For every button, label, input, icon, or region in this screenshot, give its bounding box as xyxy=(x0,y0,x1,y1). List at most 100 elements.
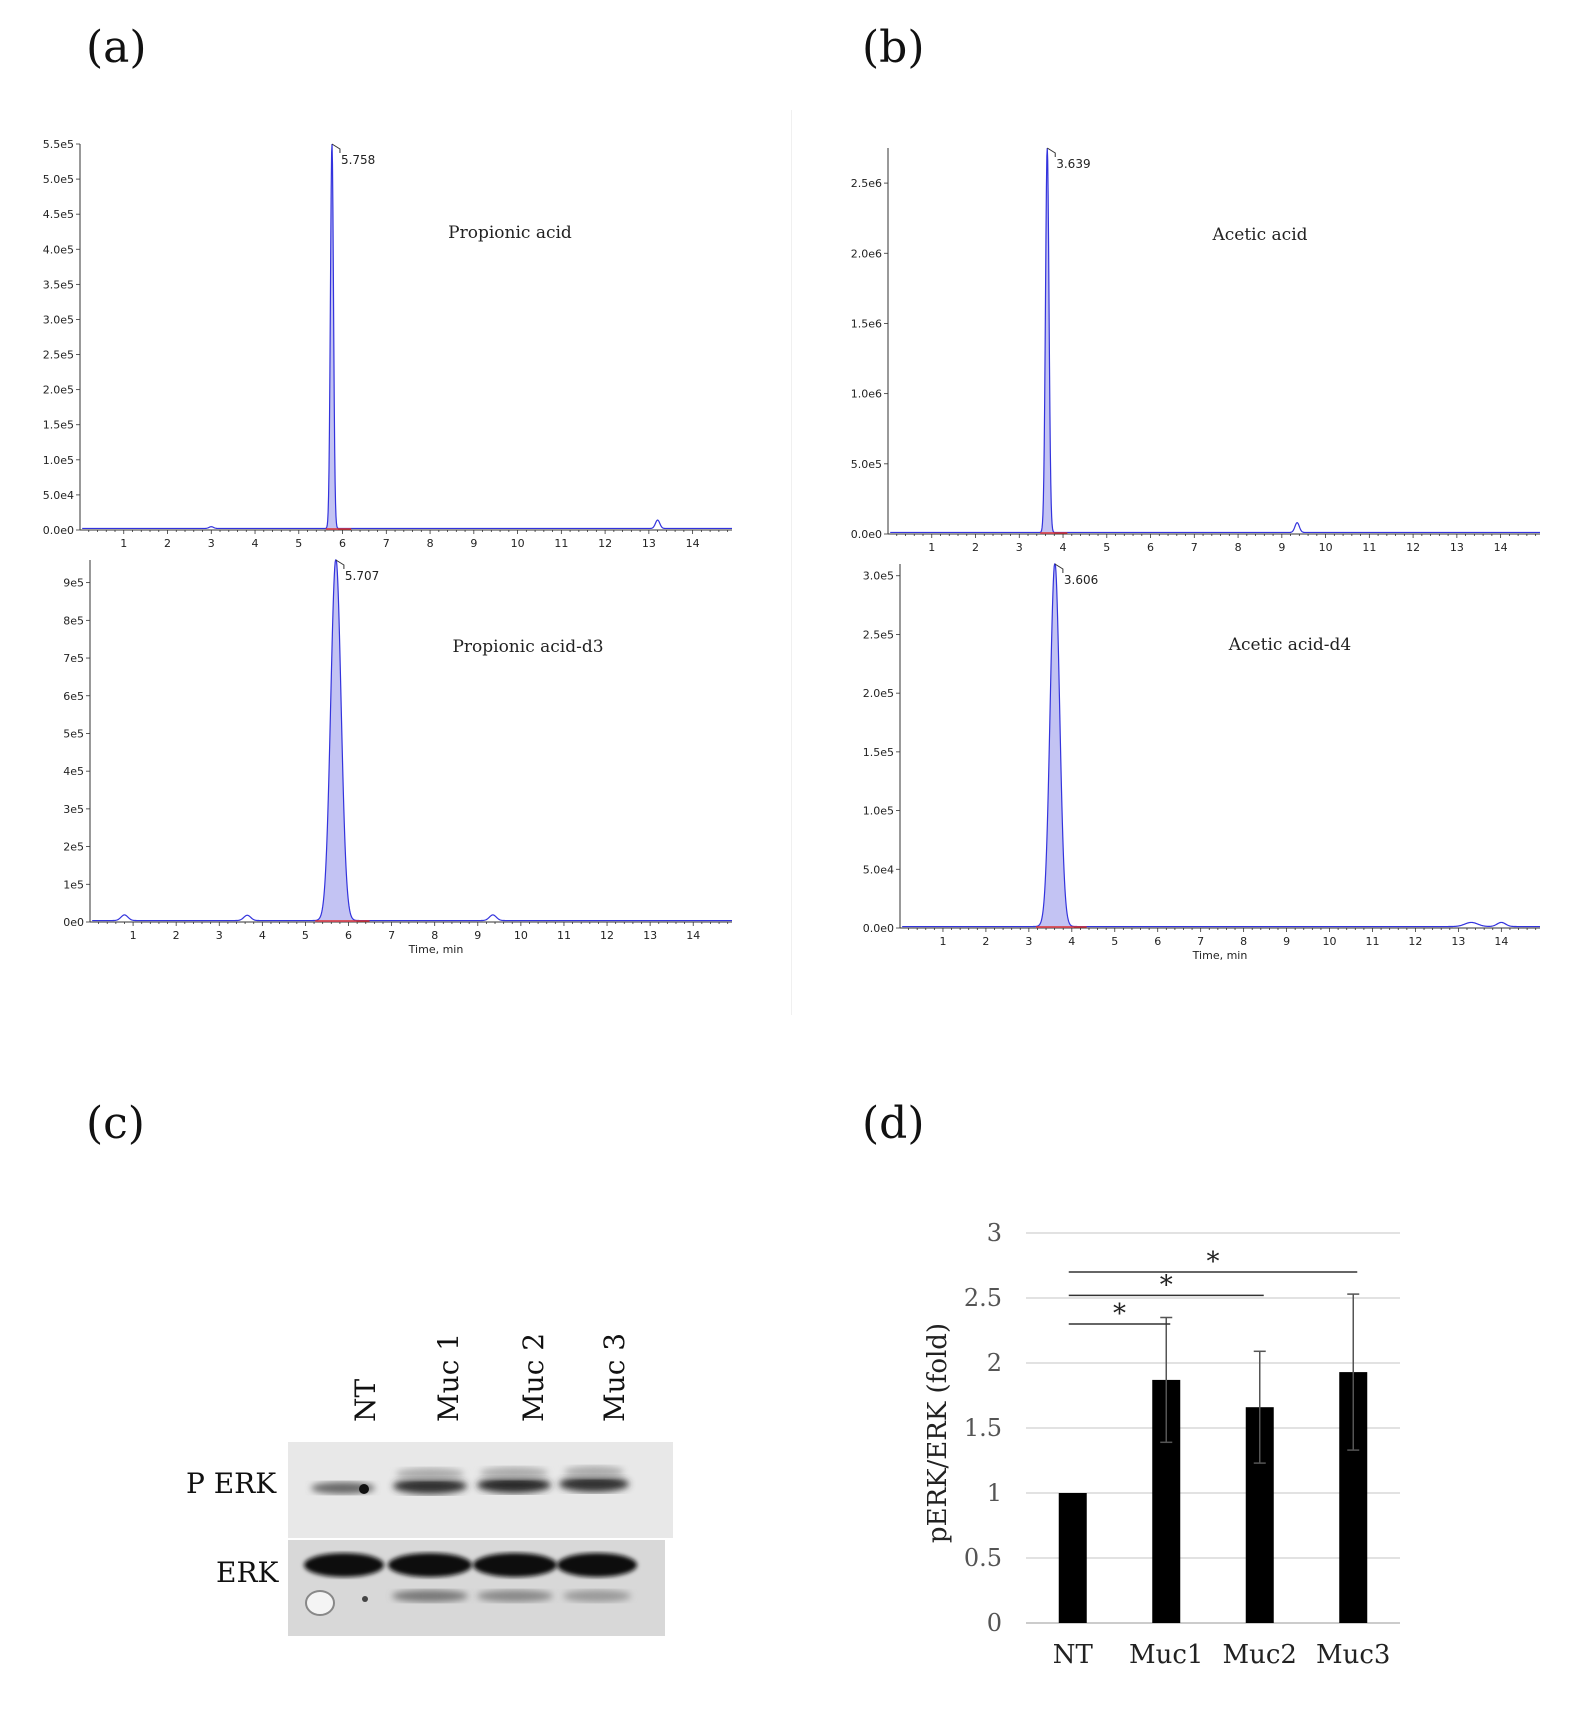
band-erk-muc2 xyxy=(473,1553,557,1577)
x-tick-label: 6 xyxy=(1154,935,1161,948)
x-tick-label: 8 xyxy=(431,929,438,942)
y-tick-label: 1.5e5 xyxy=(43,419,74,432)
y-axis-label: pERK/ERK (fold) xyxy=(923,1323,953,1543)
compound-label: Acetic acid-d4 xyxy=(1228,635,1351,655)
x-tick-label: 6 xyxy=(1147,541,1154,554)
band-erk-nt xyxy=(304,1553,384,1577)
apex-marker xyxy=(1046,147,1056,157)
y-tick-label: 2.5e6 xyxy=(851,177,882,190)
blot-perk xyxy=(288,1442,673,1538)
x-tick-label: 12 xyxy=(1408,935,1422,948)
compound-label: Propionic acid xyxy=(448,223,572,243)
retention-time-label: 5.707 xyxy=(345,569,379,583)
y-tick-label: 2.5 xyxy=(964,1284,1002,1312)
x-tick-label: 5 xyxy=(302,929,309,942)
x-axis-label: Time, min xyxy=(1192,949,1248,962)
band-perk-muc1-smear xyxy=(396,1468,464,1480)
y-tick-label: 1.0e6 xyxy=(851,388,882,401)
row-label-erk: ERK xyxy=(216,1556,280,1589)
x-tick-label: 13 xyxy=(642,537,656,550)
x-tick-label: 1 xyxy=(928,541,935,554)
x-tick-label: 2 xyxy=(164,537,171,550)
peak-area xyxy=(1040,148,1055,534)
x-tick-label: 9 xyxy=(1283,935,1290,948)
apex-marker xyxy=(335,559,345,569)
x-tick-label: 11 xyxy=(554,537,568,550)
y-tick-label: 2 xyxy=(987,1349,1002,1377)
y-tick-label: 2.0e5 xyxy=(863,687,894,700)
x-tick-label: 4 xyxy=(252,537,259,550)
x-tick-label: 5 xyxy=(295,537,302,550)
y-tick-label: 1.5e6 xyxy=(851,317,882,330)
lane-labels: NT Muc 1 Muc 2 Muc 3 xyxy=(349,1333,631,1422)
x-tick-label: 2 xyxy=(982,935,989,948)
x-tick-label: 8 xyxy=(1240,935,1247,948)
y-tick-label: 4e5 xyxy=(63,765,84,778)
band-perk-muc2-smear xyxy=(480,1467,548,1479)
y-tick-label: 5.0e4 xyxy=(43,489,74,502)
panel-label-b: (b) xyxy=(862,22,925,73)
y-tick-label: 4.0e5 xyxy=(43,243,74,256)
peak-area xyxy=(1035,564,1074,928)
bar-nt xyxy=(1058,1493,1087,1623)
y-tick-label: 0 xyxy=(987,1609,1002,1637)
apex-marker xyxy=(1054,563,1064,573)
x-tick-label: 1 xyxy=(939,935,946,948)
x-tick-label: 6 xyxy=(339,537,346,550)
x-tick-label: 12 xyxy=(598,537,612,550)
y-tick-label: 1 xyxy=(987,1479,1002,1507)
x-tick-label: 14 xyxy=(686,537,700,550)
x-tick-label: 13 xyxy=(1451,935,1465,948)
y-tick-label: 2.0e5 xyxy=(43,384,74,397)
x-axis-label: Time, min xyxy=(408,943,464,956)
x-tick-label: 8 xyxy=(1235,541,1242,554)
panel-label-d: (d) xyxy=(862,1098,925,1149)
y-tick-label: 1e5 xyxy=(63,878,84,891)
trace-line xyxy=(92,559,732,922)
blot-erk xyxy=(288,1540,665,1636)
band-perk-muc2 xyxy=(477,1477,551,1493)
trace-line xyxy=(902,563,1540,928)
x-tick-label: 2 xyxy=(173,929,180,942)
artifact-bubble xyxy=(305,1590,335,1616)
speck xyxy=(362,1596,368,1602)
band-erk-lower-muc2 xyxy=(477,1590,553,1602)
lane-label-muc1: Muc 1 xyxy=(432,1333,465,1422)
x-tick-label: 6 xyxy=(345,929,352,942)
x-tick-label: 4 xyxy=(1060,541,1067,554)
x-tick-label: 11 xyxy=(1365,935,1379,948)
band-perk-muc3 xyxy=(559,1476,629,1492)
y-tick-label: 7e5 xyxy=(63,652,84,665)
x-tick-label: 5 xyxy=(1103,541,1110,554)
x-tick-label: 7 xyxy=(1191,541,1198,554)
y-tick-label: 3.5e5 xyxy=(43,278,74,291)
x-tick-label: 1 xyxy=(130,929,137,942)
apex-marker xyxy=(331,143,341,153)
x-tick-label: Muc2 xyxy=(1223,1640,1297,1670)
y-tick-label: 1.5e5 xyxy=(863,746,894,759)
y-tick-label: 3 xyxy=(987,1219,1002,1247)
x-tick-label: 13 xyxy=(643,929,657,942)
y-tick-label: 2.5e5 xyxy=(863,628,894,641)
lane-label-nt: NT xyxy=(349,1379,382,1423)
x-tick-label: 5 xyxy=(1111,935,1118,948)
y-tick-label: 4.5e5 xyxy=(43,208,74,221)
y-tick-label: 5.0e5 xyxy=(43,173,74,186)
peak-area xyxy=(325,144,339,530)
panel-divider xyxy=(791,110,792,1015)
y-tick-label: 9e5 xyxy=(63,577,84,590)
lane-label-muc2: Muc 2 xyxy=(517,1333,550,1422)
band-erk-lower-muc1 xyxy=(392,1590,468,1602)
y-tick-label: 6e5 xyxy=(63,690,84,703)
x-tick-label: 12 xyxy=(1406,541,1420,554)
x-tick-label: 1 xyxy=(120,537,127,550)
x-tick-label: 8 xyxy=(427,537,434,550)
x-tick-label: 14 xyxy=(1494,935,1508,948)
band-perk-nt xyxy=(311,1482,375,1494)
band-perk-muc3-smear xyxy=(564,1466,624,1478)
x-tick-label: 3 xyxy=(1016,541,1023,554)
lane-label-muc3: Muc 3 xyxy=(598,1333,631,1422)
y-tick-label: 3.0e5 xyxy=(43,313,74,326)
y-tick-label: 5.0e4 xyxy=(863,863,894,876)
y-tick-label: 0.0e0 xyxy=(863,922,894,935)
